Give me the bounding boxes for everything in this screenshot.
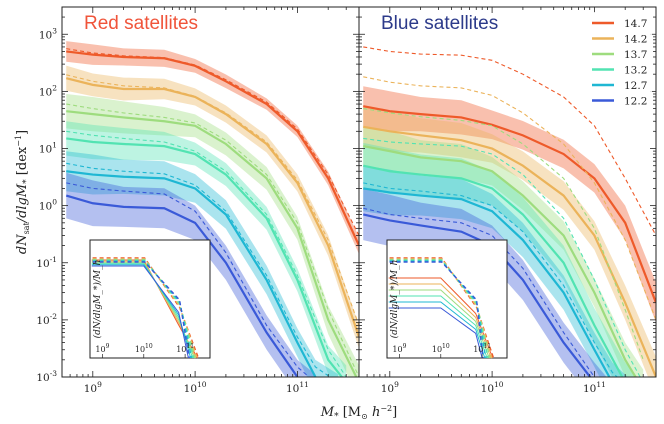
line-12.7 [66, 170, 318, 377]
x-axis-label: M* [M⊙ h−2] [320, 404, 397, 422]
inset-line-12.7 [91, 264, 192, 359]
inset-line-13.2 [91, 263, 194, 359]
y-tick-label: 10-1 [36, 255, 57, 270]
inset-x-tick-label: 109 [392, 343, 406, 354]
x-tick-label: 1011 [583, 380, 606, 395]
inset-dashed-12.7 [389, 260, 487, 359]
dashed-13.2 [363, 137, 641, 377]
y-tick-label: 101 [39, 141, 57, 156]
dashed-12.7 [363, 182, 618, 377]
inset-dashed-14.7 [92, 257, 200, 359]
inset-x-tick-label: 1010 [432, 343, 450, 354]
dashed-14.2 [363, 76, 656, 321]
x-tick-label: 1010 [184, 380, 207, 395]
line-13.2 [363, 164, 624, 377]
line-12.7 [363, 187, 611, 377]
inset-dashed-13.2 [92, 259, 195, 359]
panel-blue-ticks: 109 1010 1011 [359, 6, 657, 395]
band-12.2 [363, 188, 607, 377]
line-14.7 [66, 50, 359, 247]
dashed-14.2 [66, 74, 359, 326]
legend: 14.7 14.2 13.7 13.2 12.7 12.2 [588, 12, 652, 116]
panel-red-satellites: Red satellites 109 1010 1011 109 1010 1011 (d… [61, 6, 360, 395]
y-tick-label: 10-3 [36, 369, 57, 384]
y-tick-label: 103 [39, 26, 57, 41]
line-14.2 [363, 125, 656, 377]
dashed-13.2 [66, 130, 347, 377]
inset-red: 109 1010 1011 (dN/dlgM_*)/M_h [89, 239, 211, 359]
legend-label: 12.7 [624, 80, 647, 92]
legend-label: 12.2 [624, 96, 647, 108]
inset-line-12.2 [388, 307, 483, 359]
panel-blue-marks [362, 46, 656, 377]
line-14.2 [65, 77, 359, 338]
dashed-12.7 [66, 162, 332, 377]
band-14.2 [66, 65, 359, 349]
panel-red-marks [65, 41, 359, 377]
inset-dashed-12.2 [92, 261, 190, 359]
inset-dashed-13.2 [389, 259, 489, 359]
panel-blue-frame [358, 6, 657, 378]
inset-x-tick-label: 1011 [176, 343, 194, 354]
band-14.7 [66, 41, 359, 255]
inset-blue: 109 1010 1011 (dN/dlgM_*)/M_h [386, 239, 508, 359]
dashed-14.7 [363, 46, 656, 236]
y-tick-label: 10-2 [36, 312, 57, 327]
inset-dashed-12.7 [92, 260, 193, 359]
x-tick-label: 1010 [481, 380, 504, 395]
inset-line-12.7 [388, 301, 486, 359]
panel-blue-title: Blue satellites [381, 13, 498, 34]
inset-dashed-12.2 [389, 261, 484, 359]
dashed-14.7 [66, 48, 359, 236]
y-tick-labels: 10-3 10-2 10-1 100 101 102 103 [36, 26, 57, 384]
inset-dashed-13.7 [92, 258, 196, 359]
inset-y-label: (dN/dlgM_*)/M_h [389, 260, 400, 339]
inset-y-label: (dN/dlgM_*)/M_h [92, 260, 103, 339]
y-tick-label: 102 [39, 83, 57, 98]
line-14.7 [363, 105, 656, 304]
panel-blue-satellites: Blue satellites 109 1010 1011 109 1010 1011 (… [358, 6, 657, 395]
x-tick-label: 109 [381, 380, 399, 395]
inset-dashed-14.2 [92, 258, 198, 359]
legend-box [588, 12, 652, 116]
y-axis-label: dNsat/dlgM* [dex−1] [14, 130, 32, 254]
inset-line-14.7 [388, 277, 494, 359]
line-13.7 [66, 110, 358, 377]
band-12.2 [66, 172, 316, 377]
band-13.2 [66, 121, 347, 377]
inset-line-14.2 [388, 283, 492, 359]
y-tick-label: 100 [39, 198, 57, 213]
line-13.2 [66, 137, 344, 377]
panel-red-title: Red satellites [84, 13, 198, 34]
dashed-13.7 [363, 108, 644, 360]
legend-label: 14.7 [624, 18, 647, 30]
legend-label: 13.2 [624, 65, 647, 77]
band-14.7 [363, 86, 656, 323]
legend-label: 14.2 [624, 34, 647, 46]
legend-label: 13.7 [624, 49, 647, 61]
line-13.7 [363, 145, 637, 377]
inset-line-12.2 [91, 265, 189, 359]
inset-line-13.7 [388, 289, 490, 359]
inset-dashed-13.7 [389, 258, 491, 359]
inset-dashed-14.2 [389, 258, 493, 359]
line-12.2 [65, 194, 299, 377]
dashed-12.2 [66, 182, 310, 377]
x-tick-label: 1011 [286, 380, 309, 395]
inset-x-tick-label: 1010 [135, 343, 153, 354]
x-tick-label: 109 [84, 380, 102, 395]
inset-line-13.2 [388, 295, 488, 359]
inset-x-tick-label: 1011 [473, 343, 491, 354]
dashed-12.2 [363, 207, 596, 377]
inset-dashed-14.7 [389, 257, 495, 359]
inset-x-tick-label: 109 [95, 343, 109, 354]
dashed-13.7 [66, 103, 359, 377]
